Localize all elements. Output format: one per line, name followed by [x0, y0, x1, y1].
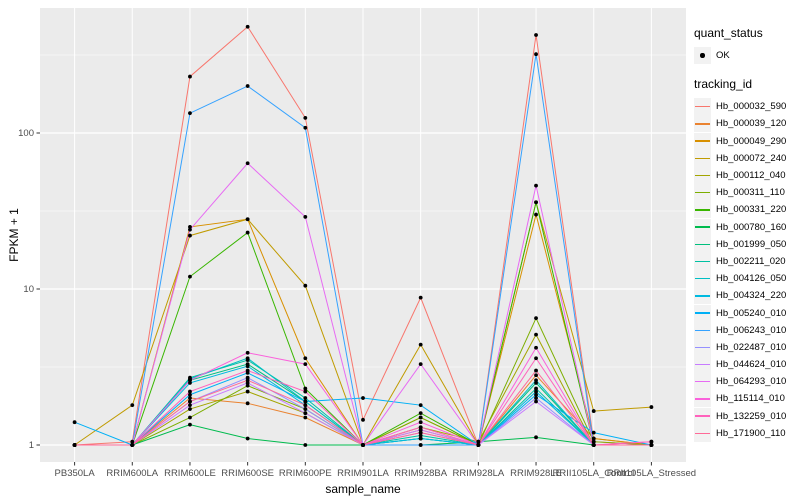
legend-key-swatch-Hb_022487_010 — [694, 338, 711, 356]
legend-item-label: Hb_004324_220 — [716, 290, 787, 302]
x-tick-label: RRIM928BA — [394, 468, 447, 479]
legend-key-swatch-Hb_001999_050 — [694, 235, 711, 253]
x-tick-label: RRII105LA_Control — [553, 468, 635, 479]
legend-key-swatch-Hb_171900_110 — [694, 424, 711, 442]
legend-item-label: Hb_022487_010 — [716, 341, 787, 353]
legend-item-Hb_022487_010: Hb_022487_010 — [694, 338, 800, 356]
legend-item-label: Hb_064293_010 — [716, 376, 787, 388]
legend-key-swatch-Hb_000780_160 — [694, 218, 711, 236]
legend-item-label: Hb_006243_010 — [716, 324, 787, 336]
legend-key-swatch-Hb_005240_010 — [694, 304, 711, 322]
legend-key-swatch-Hb_000311_110 — [694, 184, 711, 202]
legend-item-Hb_004324_220: Hb_004324_220 — [694, 287, 800, 305]
x-tick-label: RRIM901LA — [337, 468, 389, 479]
x-tick-label: RRIM600PE — [279, 468, 332, 479]
y-tick-label: 1 — [29, 440, 34, 451]
legend-item-label: Hb_171900_110 — [716, 427, 786, 439]
x-tick-label: RRIM928LE — [510, 468, 562, 479]
legend-item-Hb_000032_590: Hb_000032_590 — [694, 98, 800, 116]
legend-item-ok: OK — [694, 47, 800, 65]
legend-item-ok-label: OK — [716, 50, 730, 62]
y-tick-label: 100 — [18, 128, 34, 139]
legend-item-label: Hb_132259_010 — [716, 410, 787, 422]
legend-item-label: Hb_000311_110 — [716, 187, 785, 199]
legend-item-label: Hb_005240_010 — [716, 307, 787, 319]
legend-tracking-id-title: tracking_id — [694, 77, 753, 92]
legend-item-label: Hb_000039_120 — [716, 118, 787, 130]
y-axis-title: FPKM + 1 — [7, 208, 21, 262]
x-tick-label: RRIM600LE — [164, 468, 216, 479]
legend-item-Hb_044624_010: Hb_044624_010 — [694, 356, 800, 374]
x-axis-title: sample_name — [325, 482, 401, 496]
legend-item-Hb_115114_010: Hb_115114_010 — [694, 390, 800, 408]
legend-item-Hb_000049_290: Hb_000049_290 — [694, 132, 800, 150]
legend-item-label: Hb_000072_240 — [716, 152, 787, 164]
legend-key-swatch-Hb_004324_220 — [694, 287, 711, 305]
legend-item-Hb_000039_120: Hb_000039_120 — [694, 115, 800, 133]
legend-key-swatch-Hb_004126_050 — [694, 270, 711, 288]
legend-key-swatch-Hb_132259_010 — [694, 407, 711, 425]
legend-item-Hb_004126_050: Hb_004126_050 — [694, 270, 800, 288]
legend-item-Hb_132259_010: Hb_132259_010 — [694, 407, 800, 425]
legend-key-swatch-Hb_000039_120 — [694, 115, 711, 133]
series-points-Hb_171900_110 — [72, 368, 654, 447]
legend-key-swatch-Hb_006243_010 — [694, 321, 711, 339]
ok-point-icon — [694, 47, 711, 65]
legend-item-Hb_000072_240: Hb_000072_240 — [694, 149, 800, 167]
legend-item-Hb_005240_010: Hb_005240_010 — [694, 304, 800, 322]
x-tick-label: RRIM928LA — [452, 468, 504, 479]
legend-item-Hb_064293_010: Hb_064293_010 — [694, 373, 800, 391]
legend-item-label: Hb_044624_010 — [716, 359, 787, 371]
legend-item-Hb_000112_040: Hb_000112_040 — [694, 167, 800, 185]
legend-item-label: Hb_001999_050 — [716, 238, 787, 250]
x-tick-label: PB350LA — [55, 468, 96, 479]
legend-item-Hb_000780_160: Hb_000780_160 — [694, 218, 800, 236]
legend-item-Hb_002211_020: Hb_002211_020 — [694, 252, 800, 270]
legend-item-label: Hb_000331_220 — [716, 204, 787, 216]
legend-item-Hb_000311_110: Hb_000311_110 — [694, 184, 800, 202]
legend-item-label: Hb_000032_590 — [716, 101, 787, 113]
legend-quant-status-title: quant_status — [694, 26, 763, 40]
legend: quant_status OK tracking_id Hb_000032_59… — [694, 26, 800, 442]
legend-item-label: Hb_000780_160 — [716, 221, 787, 233]
x-tick-label: RRIM600LA — [106, 468, 158, 479]
legend-key-swatch-Hb_000331_220 — [694, 201, 711, 219]
legend-item-label: Hb_004126_050 — [716, 273, 787, 285]
legend-key-swatch-Hb_044624_010 — [694, 356, 711, 374]
legend-key-swatch-Hb_000112_040 — [694, 167, 711, 185]
legend-item-label: Hb_000112_040 — [716, 170, 786, 182]
legend-item-Hb_001999_050: Hb_001999_050 — [694, 235, 800, 253]
legend-key-swatch-Hb_115114_010 — [694, 390, 711, 408]
legend-item-label: Hb_115114_010 — [716, 393, 785, 405]
y-tick-label: 10 — [23, 284, 34, 295]
legend-item-label: Hb_000049_290 — [716, 135, 787, 147]
legend-key-swatch-Hb_000032_590 — [694, 98, 711, 116]
x-tick-label: RRII105LA_Stressed — [607, 468, 696, 479]
legend-item-Hb_000331_220: Hb_000331_220 — [694, 201, 800, 219]
legend-key-swatch-Hb_000049_290 — [694, 132, 711, 150]
legend-item-Hb_171900_110: Hb_171900_110 — [694, 424, 800, 442]
legend-tracking-id-items: Hb_000032_590 Hb_000039_120 Hb_000049_290 H… — [694, 98, 800, 442]
legend-item-label: Hb_002211_020 — [716, 255, 786, 267]
legend-key-swatch-Hb_000072_240 — [694, 149, 711, 167]
legend-key-swatch-Hb_064293_010 — [694, 373, 711, 391]
legend-item-Hb_006243_010: Hb_006243_010 — [694, 321, 800, 339]
legend-key-swatch-Hb_002211_020 — [694, 252, 711, 270]
x-tick-label: RRIM600SE — [221, 468, 274, 479]
